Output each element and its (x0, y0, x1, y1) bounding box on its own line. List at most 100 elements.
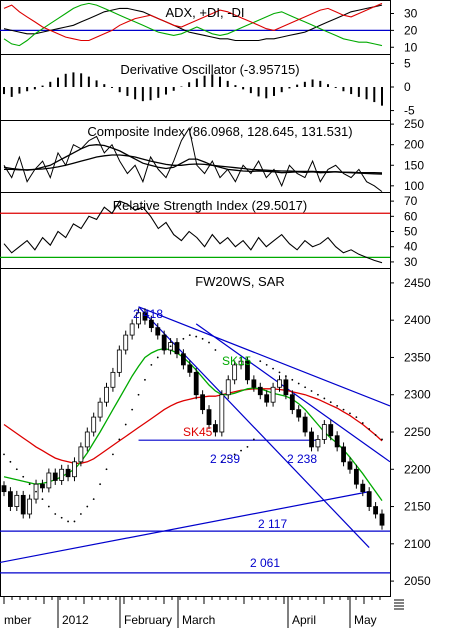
price-sar-dot (118, 438, 121, 441)
price-label-sk15: SK15 (222, 354, 252, 368)
composite-series-2 (4, 154, 383, 174)
price-x-label: 2012 (62, 613, 89, 627)
composite-tick-label: 200 (404, 138, 424, 152)
price-sar-dot (54, 513, 57, 515)
composite-tick-label: 150 (404, 158, 424, 172)
price-candle-down (206, 409, 212, 425)
price-candle-down (334, 435, 340, 448)
price-tick-label: 2150 (404, 500, 431, 514)
price-sar-dot (278, 371, 281, 374)
price-tick-label: 2450 (404, 276, 431, 290)
price-sar-dot (150, 364, 153, 366)
price-sar-dot (349, 412, 351, 415)
price-candle-up (315, 439, 321, 448)
price-candle-up (59, 468, 65, 481)
rsi-tick-label: 70 (404, 194, 418, 208)
price-x-label: February (124, 613, 172, 627)
price-label-sk45: SK45 (183, 425, 213, 439)
price-x-label: mber (4, 613, 31, 627)
price-candle-down (52, 472, 58, 481)
price-title: FW20WS, SAR (195, 274, 285, 289)
price-sar-dot (381, 438, 383, 441)
price-sar-dot (3, 453, 5, 456)
price-candle-down (40, 483, 45, 489)
price-sar-dot (323, 397, 326, 400)
price-sar-dot (291, 378, 294, 381)
price-candle-up (277, 379, 282, 388)
price-candle-up (321, 424, 327, 440)
price-candle-down (328, 424, 334, 437)
price-candle-down (283, 379, 289, 396)
price-sar-dot (374, 434, 377, 436)
deriv-tick-label: -5 (404, 104, 415, 118)
price-sar-dot (22, 475, 25, 478)
price-candle-down (148, 319, 154, 329)
deriv-tick-label: 0 (404, 80, 411, 94)
price-candle-up (116, 349, 122, 373)
price-sar-dot (169, 345, 172, 348)
price-tick-label: 2200 (404, 462, 431, 476)
price-sar-dot (317, 393, 319, 396)
price-candle-up (14, 494, 20, 507)
price-candle-up (225, 379, 231, 396)
price-sar-dot (112, 453, 114, 456)
price-sar-dot (368, 428, 371, 430)
price-sar-dot (99, 483, 102, 486)
price-sar-dot (220, 460, 223, 463)
price-candle-down (142, 312, 148, 321)
price-sar-dot (182, 337, 185, 340)
price-candle-up (27, 498, 33, 515)
adx-tick-label: 10 (404, 40, 418, 54)
rsi-title: Relative Strength Index (29.5017) (113, 198, 307, 213)
price-x-label: May (354, 613, 377, 627)
price-candle-down (360, 483, 366, 493)
price-sar-dot (131, 408, 134, 411)
price-annotation-low1: 2 239 (210, 452, 240, 466)
price-sar-dot (304, 386, 307, 389)
price-candle-down (251, 379, 257, 388)
price-annotation-target: 2 061 (250, 556, 280, 570)
price-sar-dot (361, 422, 364, 424)
price-tick-label: 2400 (404, 313, 431, 327)
price-candle-up (110, 371, 116, 388)
price-candle-up (91, 416, 97, 433)
price-x-label: April (292, 613, 316, 627)
price-sar-dot (9, 460, 12, 463)
price-sar-dot (79, 513, 82, 515)
rsi-tick-label: 30 (404, 255, 418, 269)
price-candle-down (366, 491, 372, 507)
price-candle-down (289, 394, 295, 411)
price-candle-down (1, 485, 7, 493)
price-sar-dot (105, 468, 108, 471)
adx-series-adx (3, 4, 383, 42)
price-sar-dot (297, 382, 300, 385)
price-candle-down (193, 371, 199, 396)
rsi-tick-label: 50 (404, 225, 418, 239)
price-sar-dot (156, 356, 159, 359)
price-sar-dot (137, 393, 140, 396)
price-annotation-support: 2 117 (258, 517, 287, 531)
price-tick-label: 2350 (404, 350, 431, 364)
price-candle-down (341, 446, 346, 463)
composite-series-0 (3, 126, 383, 192)
composite-tick-label: 250 (404, 117, 424, 131)
price-x-label: March (182, 613, 215, 627)
price-candle-down (379, 513, 385, 526)
rsi-tick-label: 60 (404, 209, 418, 223)
price-sar-dot (15, 468, 18, 471)
price-candle-down (20, 494, 26, 515)
price-sar-dot (342, 408, 345, 411)
price-candle-up (72, 461, 77, 478)
price-sar-dot (176, 341, 178, 344)
price-sar-dot (201, 337, 204, 340)
price-sar-dot (259, 360, 262, 363)
price-sar-dot (355, 416, 358, 418)
composite-tick-label: 100 (404, 179, 424, 193)
price-candle-up (270, 386, 276, 403)
price-sar-dot (86, 505, 89, 508)
adx-tick-label: 20 (404, 23, 418, 37)
price-sar-dot (329, 401, 332, 404)
price-sar-dot (73, 520, 76, 523)
price-candle-up (219, 394, 225, 433)
price-candle-up (46, 472, 52, 489)
